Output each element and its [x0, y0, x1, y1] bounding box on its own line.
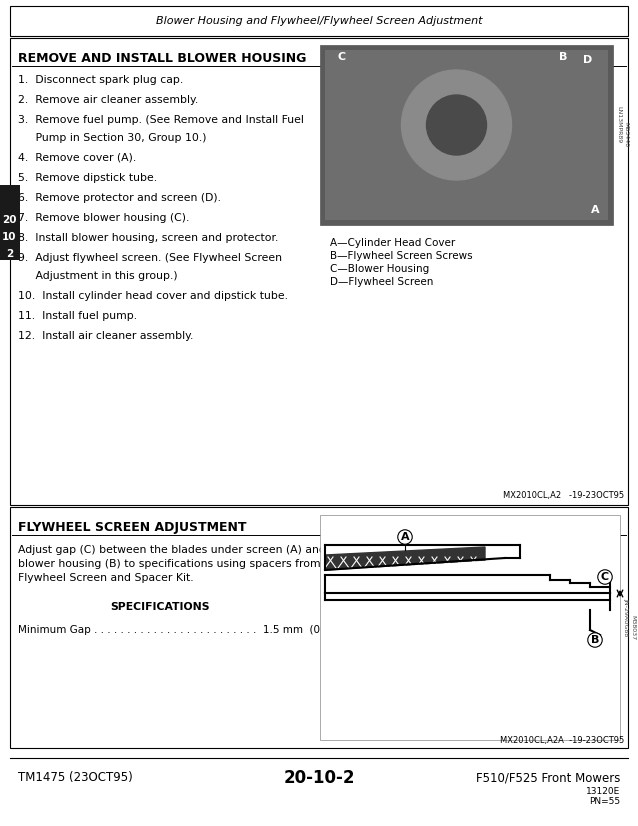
Bar: [325, 50, 608, 220]
Text: 5.  Remove dipstick tube.: 5. Remove dipstick tube.: [18, 173, 157, 183]
Bar: [320, 45, 613, 225]
Text: Adjust gap (C) between the blades under screen (A) and: Adjust gap (C) between the blades under …: [18, 545, 326, 555]
Text: 8.  Install blower housing, screen and protector.: 8. Install blower housing, screen and pr…: [18, 233, 278, 243]
Bar: [10, 6, 628, 36]
Text: C: C: [338, 52, 346, 62]
Text: D: D: [583, 55, 593, 65]
Text: blower housing (B) to specifications using spacers from: blower housing (B) to specifications usi…: [18, 559, 321, 569]
Text: REMOVE AND INSTALL BLOWER HOUSING: REMOVE AND INSTALL BLOWER HOUSING: [18, 52, 306, 65]
Text: 12.  Install air cleaner assembly.: 12. Install air cleaner assembly.: [18, 331, 193, 341]
Text: PN=55: PN=55: [589, 796, 620, 805]
Text: A: A: [591, 205, 599, 215]
Circle shape: [426, 95, 487, 155]
Polygon shape: [325, 547, 485, 570]
Text: 7.  Remove blower housing (C).: 7. Remove blower housing (C).: [18, 213, 189, 223]
Text: 9.  Adjust flywheel screen. (See Flywheel Screen: 9. Adjust flywheel screen. (See Flywheel…: [18, 253, 282, 263]
Bar: [10, 507, 628, 748]
Text: TM1475 (23OCT95): TM1475 (23OCT95): [18, 771, 133, 785]
Text: Blower Housing and Flywheel/Flywheel Screen Adjustment: Blower Housing and Flywheel/Flywheel Scr…: [156, 16, 482, 26]
Text: 13120E: 13120E: [586, 786, 620, 795]
Text: JN-29AUG88: JN-29AUG88: [623, 598, 628, 637]
Text: 3.  Remove fuel pump. (See Remove and Install Fuel: 3. Remove fuel pump. (See Remove and Ins…: [18, 115, 304, 125]
Text: M38037: M38037: [630, 615, 635, 640]
Text: C—Blower Housing: C—Blower Housing: [330, 264, 429, 274]
Text: LN13MPR89: LN13MPR89: [616, 107, 621, 144]
Text: 11.  Install fuel pump.: 11. Install fuel pump.: [18, 311, 137, 321]
Text: F510/F525 Front Mowers: F510/F525 Front Mowers: [475, 771, 620, 785]
Text: M63440: M63440: [623, 122, 628, 148]
Text: B: B: [559, 52, 567, 62]
Bar: [10, 38, 628, 505]
Bar: [320, 515, 620, 740]
Text: 2: 2: [6, 249, 13, 259]
Text: 20: 20: [3, 215, 17, 225]
Text: A: A: [401, 532, 410, 542]
Text: 10.  Install cylinder head cover and dipstick tube.: 10. Install cylinder head cover and dips…: [18, 291, 288, 301]
Text: MX2010CL,A2A  -19-23OCT95: MX2010CL,A2A -19-23OCT95: [500, 736, 624, 745]
Text: 20-10-2: 20-10-2: [283, 769, 355, 787]
Circle shape: [401, 70, 512, 180]
Text: SPECIFICATIONS: SPECIFICATIONS: [110, 602, 210, 612]
Text: Pump in Section 30, Group 10.): Pump in Section 30, Group 10.): [18, 133, 207, 143]
Text: FLYWHEEL SCREEN ADJUSTMENT: FLYWHEEL SCREEN ADJUSTMENT: [18, 521, 246, 534]
Text: A—Cylinder Head Cover: A—Cylinder Head Cover: [330, 238, 456, 248]
Bar: [0, 185, 20, 260]
Text: 10: 10: [3, 232, 17, 242]
Text: Flywheel Screen and Spacer Kit.: Flywheel Screen and Spacer Kit.: [18, 573, 193, 583]
Text: D—Flywheel Screen: D—Flywheel Screen: [330, 277, 433, 287]
Text: 2.  Remove air cleaner assembly.: 2. Remove air cleaner assembly.: [18, 95, 198, 105]
Text: C: C: [601, 572, 609, 582]
Text: 4.  Remove cover (A).: 4. Remove cover (A).: [18, 153, 137, 163]
Text: MX2010CL,A2   -19-23OCT95: MX2010CL,A2 -19-23OCT95: [503, 491, 624, 500]
Text: 1.  Disconnect spark plug cap.: 1. Disconnect spark plug cap.: [18, 75, 183, 85]
Text: 6.  Remove protector and screen (D).: 6. Remove protector and screen (D).: [18, 193, 221, 203]
Text: B: B: [591, 635, 599, 645]
Text: Minimum Gap . . . . . . . . . . . . . . . . . . . . . . . . .  1.5 mm  (0.059 in: Minimum Gap . . . . . . . . . . . . . . …: [18, 625, 364, 635]
Text: B—Flywheel Screen Screws: B—Flywheel Screen Screws: [330, 251, 473, 261]
Text: Adjustment in this group.): Adjustment in this group.): [18, 271, 177, 281]
